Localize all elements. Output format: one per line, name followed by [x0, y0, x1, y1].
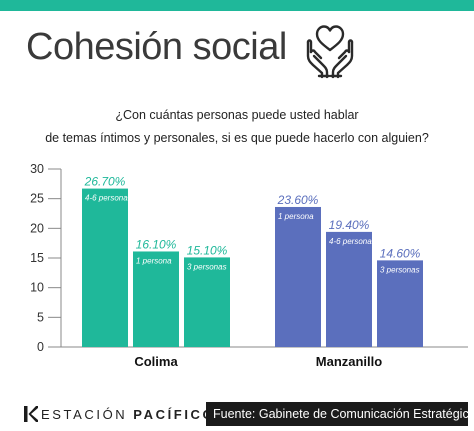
- bar-category-label: 4-6 personas: [85, 194, 132, 203]
- group-label: Colima: [134, 354, 178, 369]
- bar-category-label: 3 personas: [187, 262, 227, 271]
- bar-value-label: 15.10%: [187, 243, 228, 257]
- y-tick-label: 5: [37, 310, 44, 324]
- bar-manzanillo-0: [275, 206, 321, 347]
- source-text: Fuente: Gabinete de Comunicación Estraté…: [213, 407, 474, 421]
- top-accent-bar: [0, 0, 474, 11]
- brand: ESTACIÓN PACÍFICO: [24, 404, 215, 424]
- bar-category-label: 4-6 personas: [329, 237, 376, 246]
- y-tick-label: 15: [30, 251, 44, 265]
- bar-chart: 0 5 10 15 20 25 30 26.70% 4-6 personas 16.10% 1 pe…: [30, 162, 468, 369]
- y-tick-label: 0: [37, 340, 44, 354]
- bar-colima-1: [133, 251, 179, 347]
- bar-colima-0: [82, 188, 128, 347]
- brand-light-text: ESTACIÓN: [41, 406, 128, 422]
- page-title: Cohesión social: [26, 26, 287, 68]
- source-note: Fuente: Gabinete de Comunicación Estraté…: [206, 402, 474, 426]
- bar-manzanillo-1: [326, 231, 372, 347]
- bar-value-label: 14.60%: [380, 246, 421, 260]
- bar-colima-2: [184, 257, 230, 347]
- brand-bold-text: PACÍFICO: [133, 406, 216, 422]
- estacion-pacifico-logo-icon: [24, 406, 38, 422]
- bar-value-label: 19.40%: [329, 218, 370, 232]
- hands-heart-icon: [306, 25, 354, 79]
- y-tick-label: 30: [30, 162, 44, 176]
- group-label: Manzanillo: [316, 354, 383, 369]
- y-tick-label: 25: [30, 192, 44, 206]
- y-tick-label: 10: [30, 281, 44, 295]
- y-tick-label: 20: [30, 221, 44, 235]
- question-line-1: ¿Con cuántas personas puede usted hablar: [115, 108, 359, 122]
- bar-value-label: 23.60%: [277, 193, 319, 207]
- bar-manzanillo-2: [377, 260, 423, 347]
- bar-value-label: 16.10%: [136, 237, 177, 251]
- bar-value-label: 26.70%: [84, 175, 126, 189]
- bar-category-label: 3 personas: [380, 265, 420, 274]
- question-line-2: de temas íntimos y personales, si es que…: [45, 131, 429, 145]
- bar-category-label: 1 persona: [136, 256, 172, 265]
- bar-category-label: 1 persona: [278, 212, 314, 221]
